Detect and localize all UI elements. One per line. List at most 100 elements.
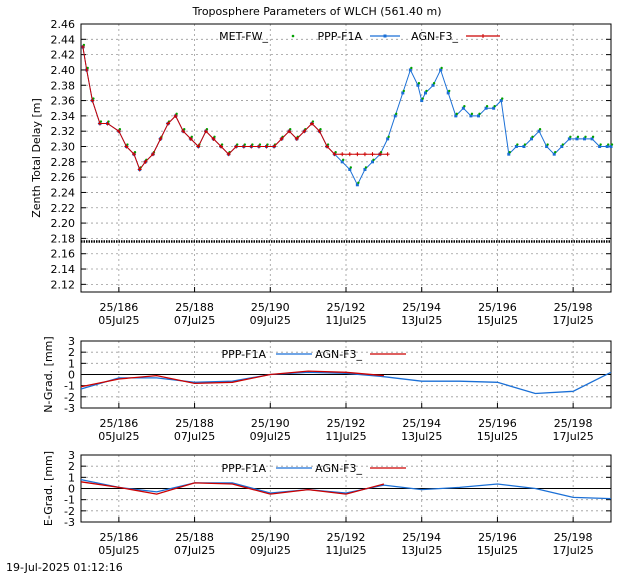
- x-tick-label-date: 07Jul25: [174, 544, 215, 557]
- y-tick-label: 2.36: [51, 95, 76, 108]
- legend-label-ppp: PPP-F1A: [222, 462, 267, 475]
- ppp-point: [484, 106, 488, 110]
- panel-1: 2.12 2.14 2.16 2.18 2.20 2.22 2.24 2.26 2.28 2.30…: [30, 18, 614, 327]
- ppp-point: [583, 137, 586, 141]
- met-point: [470, 112, 474, 116]
- met-point: [455, 112, 458, 116]
- ppp-point: [560, 145, 564, 149]
- met-point: [523, 143, 527, 146]
- y-tick-label: 2.42: [51, 49, 76, 62]
- met-point: [402, 89, 405, 93]
- met-point: [349, 166, 352, 169]
- ppp-point: [340, 160, 344, 164]
- y-tick-label: 2.34: [51, 110, 76, 123]
- x-tick-label-doy: 25/188: [175, 531, 214, 544]
- y-axis-label: E-Grad. [mm]: [42, 451, 55, 526]
- x-tick-label-doy: 25/188: [175, 417, 214, 430]
- y-tick-label: 2.12: [51, 278, 76, 291]
- series-agn-line: [82, 46, 388, 171]
- y-tick-label: -3: [64, 516, 75, 529]
- x-tick-label-date: 11Jul25: [325, 314, 366, 327]
- met-point: [508, 150, 511, 154]
- y-tick-label: 2.22: [51, 202, 76, 215]
- x-tick-label-doy: 25/194: [402, 301, 441, 314]
- chart-title: Troposphere Parameters of WLCH (561.40 m…: [191, 5, 441, 18]
- met-point: [569, 135, 572, 139]
- y-tick-label: -3: [64, 402, 75, 415]
- x-tick-label-date: 17Jul25: [553, 314, 594, 327]
- met-point: [531, 135, 534, 139]
- ppp-point: [477, 114, 480, 118]
- y-axis-label: Zenth Total Delay [m]: [30, 98, 43, 218]
- legend-label-ppp: PPP-F1A: [318, 30, 363, 43]
- series-ppp-line: [80, 371, 612, 395]
- ppp-point: [355, 183, 359, 187]
- ppp-point: [371, 160, 374, 164]
- ppp-point: [348, 167, 352, 171]
- x-tick-label-date: 09Jul25: [250, 430, 291, 443]
- ppp-point: [552, 152, 556, 156]
- ppp-point: [575, 137, 579, 141]
- x-tick-label-doy: 25/198: [554, 417, 593, 430]
- y-tick-label: 2.44: [51, 33, 76, 46]
- legend-marker-met: [291, 34, 295, 38]
- met-point: [417, 82, 421, 85]
- x-tick-label-date: 13Jul25: [401, 314, 442, 327]
- met-point: [485, 105, 489, 108]
- met-point: [493, 105, 496, 108]
- ppp-point: [567, 137, 571, 141]
- ppp-point: [454, 114, 458, 118]
- y-tick-label: 2.24: [51, 186, 76, 199]
- y-tick-label: 2.26: [51, 171, 76, 184]
- legend-label-ppp: PPP-F1A: [222, 348, 267, 361]
- met-point: [395, 112, 398, 116]
- met-point: [610, 143, 614, 146]
- ppp-point: [363, 167, 367, 171]
- x-tick-label-doy: 25/186: [100, 301, 139, 314]
- x-tick-label-date: 15Jul25: [477, 430, 518, 443]
- x-tick-label-date: 09Jul25: [250, 544, 291, 557]
- met-point: [591, 135, 595, 139]
- ppp-point: [522, 145, 526, 149]
- met-point: [599, 143, 602, 146]
- y-tick-label: 2.18: [51, 232, 76, 245]
- x-tick-label-doy: 25/196: [478, 301, 517, 314]
- met-point: [342, 158, 345, 162]
- met-point: [372, 158, 375, 162]
- legend-marker-ppp: [383, 34, 387, 38]
- y-tick-label: 2.46: [51, 18, 76, 31]
- ppp-point: [416, 83, 420, 87]
- x-tick-label-date: 17Jul25: [553, 544, 594, 557]
- x-tick-label-date: 15Jul25: [477, 544, 518, 557]
- met-point: [478, 112, 481, 116]
- met-point: [538, 128, 542, 131]
- ppp-point: [492, 106, 496, 110]
- y-tick-label: -2: [64, 391, 75, 404]
- x-tick-label-doy: 25/186: [100, 531, 139, 544]
- y-tick-label: -1: [64, 494, 75, 507]
- x-tick-label-doy: 25/192: [327, 417, 366, 430]
- y-tick-label: 1: [68, 357, 75, 370]
- met-point: [357, 181, 360, 184]
- ppp-point: [469, 114, 473, 118]
- y-tick-label: 2.14: [51, 263, 76, 276]
- x-tick-label-doy: 25/194: [402, 531, 441, 544]
- met-point: [584, 135, 587, 139]
- x-tick-label-date: 15Jul25: [477, 314, 518, 327]
- y-tick-label: 3: [68, 449, 75, 462]
- ppp-point: [446, 91, 450, 95]
- ppp-point: [431, 83, 435, 87]
- met-point: [432, 82, 436, 85]
- ppp-point: [507, 152, 511, 156]
- x-tick-label-date: 07Jul25: [174, 314, 215, 327]
- ppp-point: [609, 145, 613, 149]
- met-point: [425, 89, 428, 93]
- met-point: [607, 143, 610, 146]
- met-point: [421, 97, 424, 100]
- y-axis-label: N-Grad. [mm]: [42, 336, 55, 412]
- y-tick-label: -2: [64, 505, 75, 518]
- met-point: [440, 66, 443, 70]
- legend-label-agn: AGN-F3_: [315, 348, 362, 361]
